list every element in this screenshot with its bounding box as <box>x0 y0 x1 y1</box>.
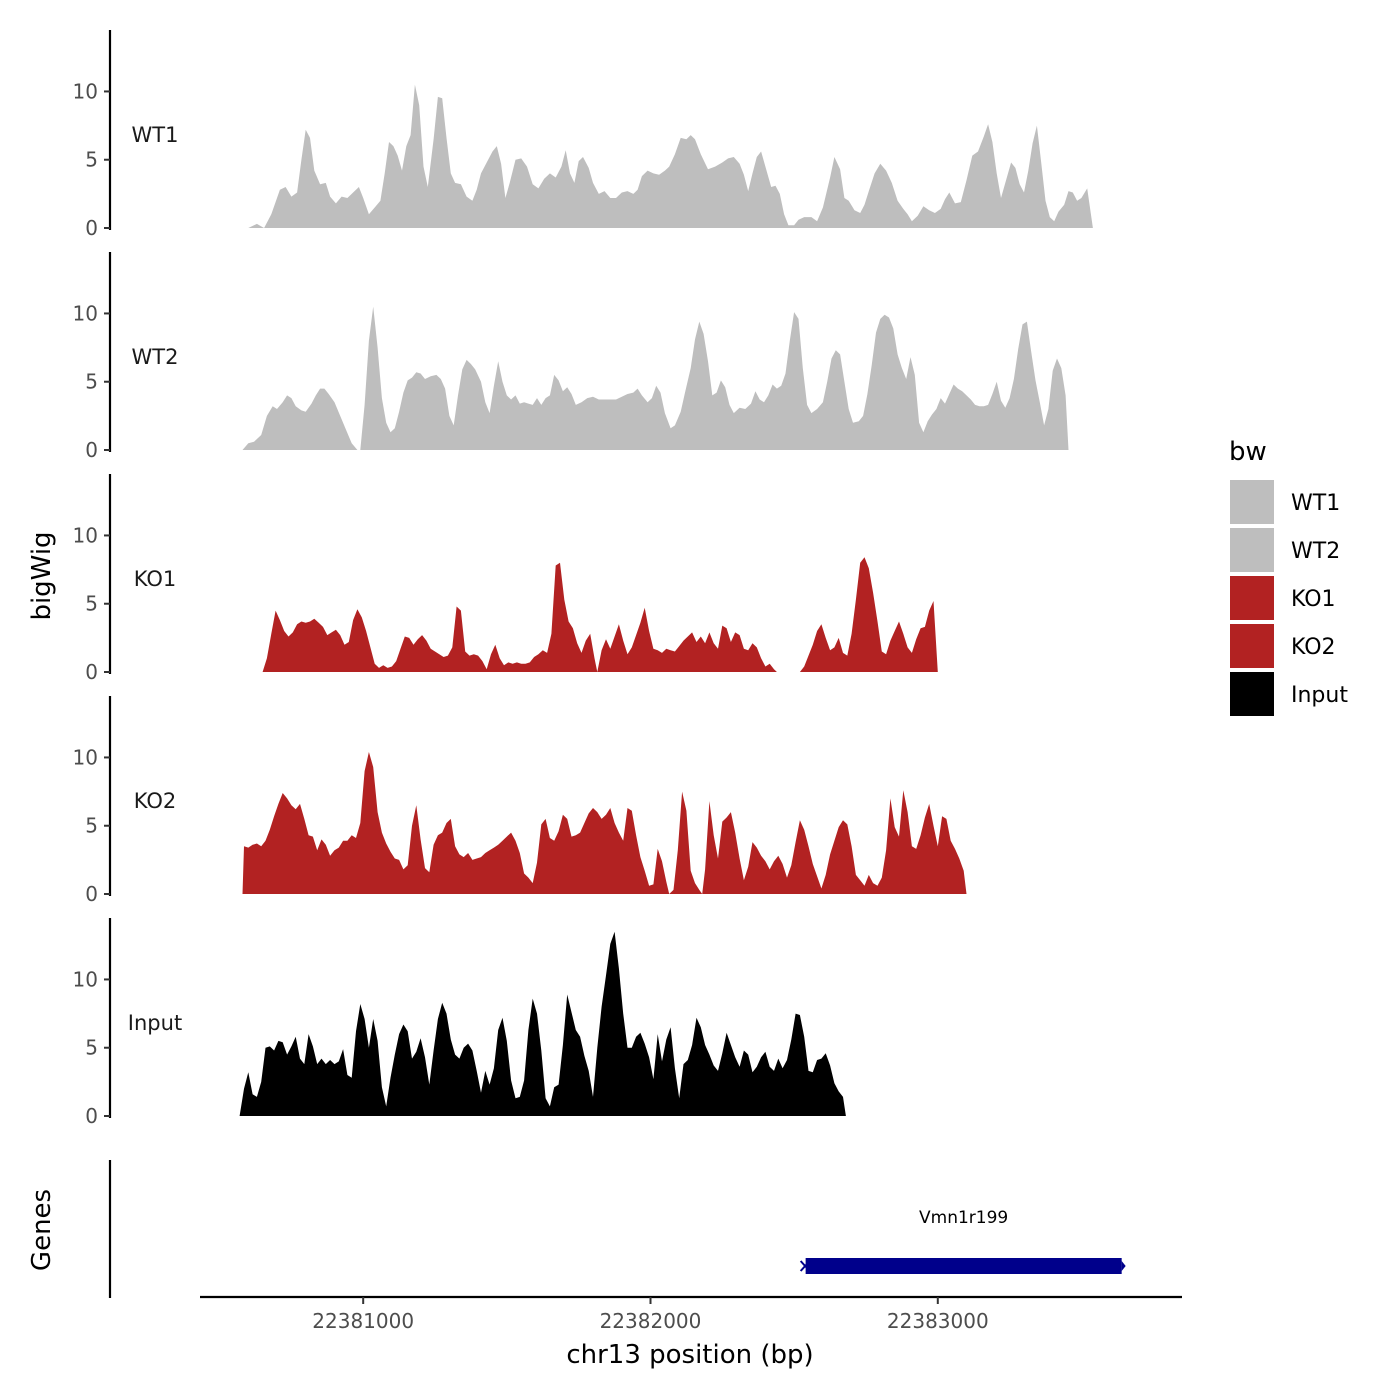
legend-swatch-input <box>1230 672 1274 716</box>
track-label-ko1: KO1 <box>134 567 177 591</box>
y-tick-label-wt2: 0 <box>85 438 98 462</box>
legend: bw WT1 WT2 KO1 KO2 Input <box>1229 437 1348 716</box>
legend-swatch-ko2 <box>1230 624 1274 668</box>
x-tick-label: 22382000 <box>600 1309 702 1333</box>
legend-swatch-wt2 <box>1230 528 1274 572</box>
legend-label-ko2: KO2 <box>1291 635 1336 660</box>
track-input: 0 5 10 Input <box>73 918 846 1128</box>
y-tick-label-wt1: 0 <box>85 216 98 240</box>
y-tick-label-input: 0 <box>85 1104 98 1128</box>
y-tick-label-ko2: 10 <box>73 745 98 769</box>
track-label-wt2: WT2 <box>132 345 179 369</box>
area-ko2 <box>242 752 967 894</box>
y-tick-label-wt2: 5 <box>85 370 98 394</box>
genes-panel: Vmn1r199 <box>108 1160 1126 1298</box>
y-tick-label-ko2: 5 <box>85 814 98 838</box>
area-ko1 <box>262 557 938 672</box>
track-label-ko2: KO2 <box>134 789 177 813</box>
y-tick-label-ko2: 0 <box>85 882 98 906</box>
track-wt2: 0 5 10 WT2 <box>73 252 1069 462</box>
gene-end-marker <box>1121 1261 1126 1271</box>
legend-label-wt2: WT2 <box>1291 539 1340 564</box>
area-input <box>239 931 846 1116</box>
area-wt2 <box>242 306 1069 450</box>
y-tick-label-ko1: 5 <box>85 592 98 616</box>
y-tick-label-wt1: 10 <box>73 79 98 103</box>
legend-label-input: Input <box>1291 683 1348 708</box>
gene-vmn1r199: Vmn1r199 <box>799 1208 1126 1274</box>
y-tick-label-wt2: 10 <box>73 301 98 325</box>
gene-start-marker <box>799 1260 811 1272</box>
y-axis-title: bigWig <box>27 531 57 620</box>
y-tick-label-wt1: 5 <box>85 148 98 172</box>
y-tick-label-ko1: 10 <box>73 523 98 547</box>
x-tick-label: 22383000 <box>887 1309 989 1333</box>
legend-label-ko1: KO1 <box>1291 587 1336 612</box>
tracks-group: 0 5 10 WT1 0 5 10 WT2 0 5 10 KO1 0 5 10 KO2 0 5 10 Input <box>73 30 1093 1128</box>
track-ko1: 0 5 10 KO1 <box>73 474 938 684</box>
gene-body <box>805 1258 1122 1274</box>
legend-label-wt1: WT1 <box>1291 491 1340 516</box>
legend-swatch-wt1 <box>1230 480 1274 524</box>
track-label-wt1: WT1 <box>132 123 179 147</box>
y-tick-label-ko1: 0 <box>85 660 98 684</box>
x-axis-title: chr13 position (bp) <box>566 1340 813 1370</box>
track-ko2: 0 5 10 KO2 <box>73 696 967 906</box>
x-tick-label: 22381000 <box>312 1309 414 1333</box>
y-tick-label-input: 5 <box>85 1036 98 1060</box>
genes-axis-title: Genes <box>27 1189 57 1271</box>
legend-title: bw <box>1229 437 1267 467</box>
area-wt1 <box>248 84 1093 228</box>
x-axis: 22381000 22382000 22383000 <box>200 1295 1182 1333</box>
gene-label: Vmn1r199 <box>919 1208 1008 1228</box>
track-label-input: Input <box>128 1011 182 1035</box>
track-wt1: 0 5 10 WT1 <box>73 30 1093 240</box>
y-tick-label-input: 10 <box>73 967 98 991</box>
legend-swatch-ko1 <box>1230 576 1274 620</box>
